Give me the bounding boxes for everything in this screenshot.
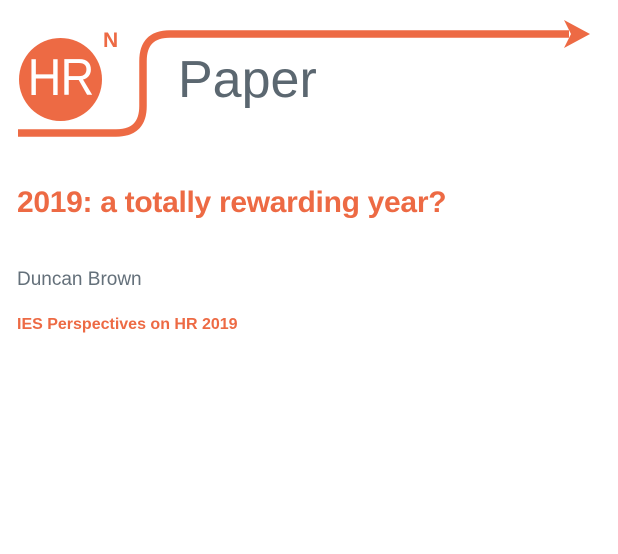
hr-logo-circle-text: HR	[27, 49, 95, 107]
page-title: 2019: a totally rewarding year?	[17, 186, 447, 219]
swoosh-arrow-icon	[18, 20, 590, 137]
logo-wordmark: Paper	[178, 51, 317, 109]
hr-logo-superscript-n: N	[103, 29, 119, 52]
hr-logo-circle: HR	[19, 38, 102, 121]
series-title: IES Perspectives on HR 2019	[17, 316, 238, 333]
author-name: Duncan Brown	[17, 269, 142, 290]
